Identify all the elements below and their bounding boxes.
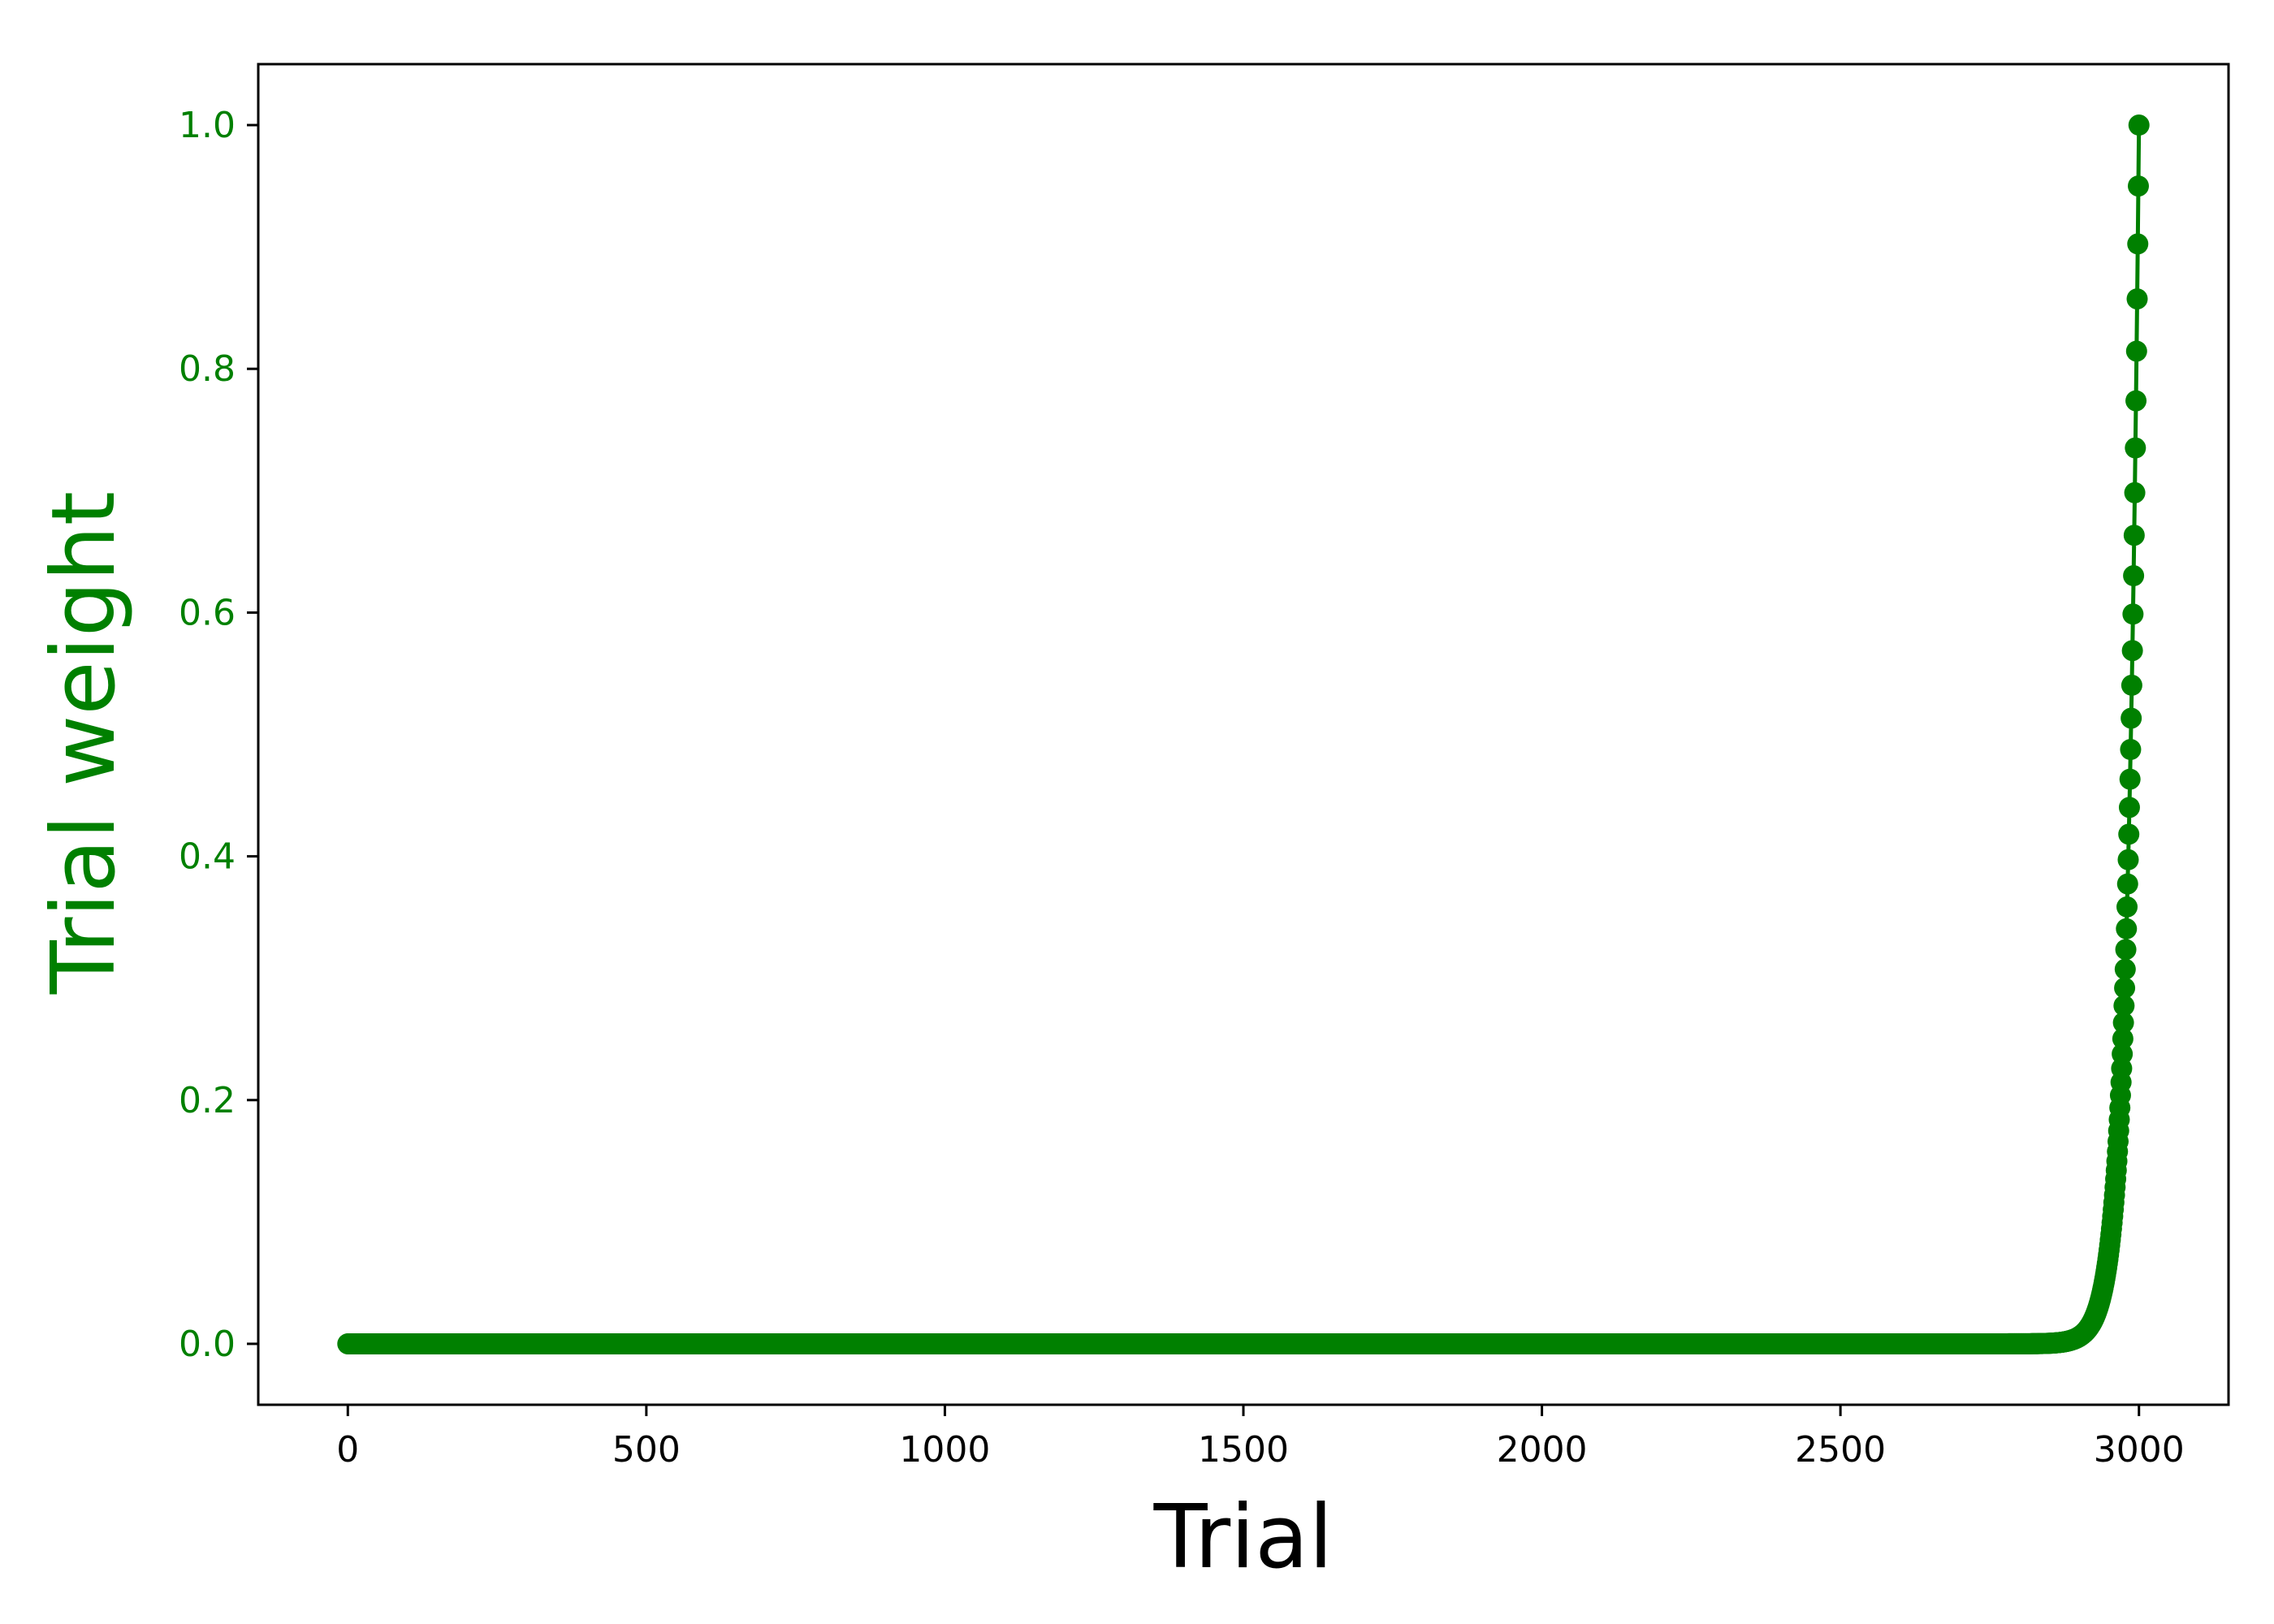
- data-point: [2114, 977, 2136, 999]
- data-point: [2115, 939, 2137, 961]
- data-point: [2119, 768, 2141, 790]
- data-point: [2117, 849, 2139, 870]
- y-tick-label: 0.2: [179, 1080, 236, 1121]
- data-point: [2121, 707, 2142, 729]
- data-point: [2121, 640, 2143, 662]
- data-point: [2113, 995, 2135, 1017]
- x-tick-label: 500: [612, 1429, 681, 1471]
- series-markers: [337, 114, 2150, 1354]
- data-point: [2120, 739, 2142, 760]
- y-axis-label: Trial weight: [33, 491, 135, 995]
- data-point: [2121, 674, 2142, 696]
- x-tick-label: 1000: [899, 1429, 990, 1471]
- x-tick-label: 2500: [1795, 1429, 1886, 1471]
- data-point: [2114, 958, 2136, 980]
- data-point: [2122, 603, 2144, 625]
- data-point: [2125, 340, 2147, 362]
- y-tick-label: 0.8: [179, 348, 236, 390]
- data-point: [2125, 390, 2147, 412]
- data-point: [2123, 565, 2145, 587]
- x-tick-label: 2000: [1497, 1429, 1588, 1471]
- data-point: [2125, 437, 2146, 459]
- y-tick-label: 0.6: [179, 592, 236, 633]
- x-tick-label: 0: [336, 1429, 359, 1471]
- data-point: [2112, 1028, 2133, 1050]
- data-point: [2116, 873, 2138, 895]
- data-point: [2126, 288, 2148, 310]
- y-tick-label: 1.0: [179, 105, 236, 146]
- data-point: [2127, 233, 2149, 255]
- data-point: [2124, 482, 2146, 503]
- y-axis-ticks: 0.0 0.2 0.4 0.6 0.8 1.0: [179, 105, 258, 1365]
- y-tick-label: 0.4: [179, 836, 236, 878]
- data-point: [2112, 1043, 2133, 1065]
- series-layer: [337, 114, 2150, 1354]
- x-axis-ticks: 0 500 1000 1500 2000 2500 3000: [336, 1405, 2185, 1471]
- y-tick-label: 0.0: [179, 1324, 236, 1365]
- data-point: [2127, 175, 2149, 197]
- data-point: [2112, 1012, 2134, 1034]
- data-point: [2118, 797, 2140, 818]
- data-point: [2128, 114, 2150, 136]
- data-point: [2116, 918, 2138, 939]
- data-point: [2116, 896, 2138, 918]
- x-tick-label: 1500: [1198, 1429, 1289, 1471]
- x-tick-label: 3000: [2094, 1429, 2185, 1471]
- data-point: [2118, 823, 2140, 845]
- x-axis-label: Trial: [1153, 1487, 1334, 1588]
- data-point: [2123, 525, 2145, 546]
